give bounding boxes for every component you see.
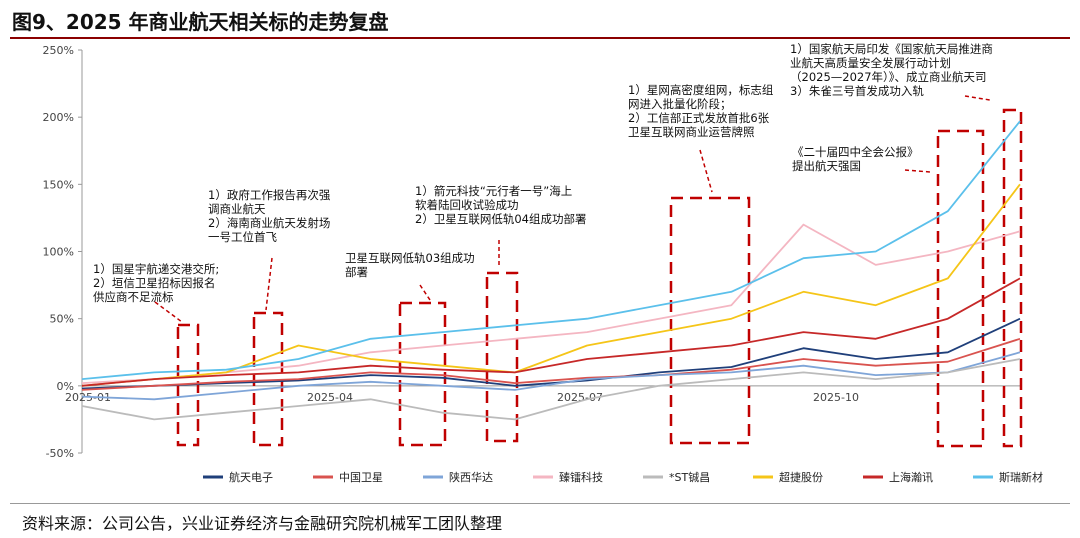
series-line xyxy=(81,120,1021,380)
y-tick-label: 250% xyxy=(43,44,74,57)
legend-label: 航天电子 xyxy=(229,470,273,484)
annotation-3: 卫星互联网低轨03组成功 部署 xyxy=(345,251,475,279)
legend-label: 陕西华达 xyxy=(449,470,493,484)
legend-label: 中国卫星 xyxy=(339,471,383,484)
y-tick-label: 100% xyxy=(43,246,74,259)
line-chart: -50%0%50%100%150%200%250%2025-01 2025-04 2… xyxy=(43,44,1043,484)
page-title: 图9、2025 年商业航天相关标的走势复盘 xyxy=(12,10,389,34)
event-window-box xyxy=(669,196,751,445)
annotation-arrow xyxy=(964,95,991,101)
series-line xyxy=(81,317,1021,390)
annotation-4: 1）箭元科技“元行者一号”海上 软着陆回收试验成功 2）卫星互联网低轨04组成功… xyxy=(415,184,587,226)
x-tick-label: 2025-10 xyxy=(813,391,859,404)
annotation-5: 1）星网高密度组网，标志组 网进入批量化阶段； 2）工信部正式发放首批6张 卫星… xyxy=(628,83,774,139)
annotation-arrow xyxy=(419,284,431,301)
x-tick-label: 2025-07 xyxy=(557,391,603,404)
series-line xyxy=(81,358,1021,421)
title-divider xyxy=(10,37,1070,39)
annotation-arrow xyxy=(699,149,713,193)
annotation-7: 1）国家航天局印发《国家航天局推进商 业航天高质量安全发展行动计划 （2025—… xyxy=(790,42,993,98)
y-tick-label: 200% xyxy=(43,111,74,124)
annotation-arrow xyxy=(154,301,183,323)
annotation-6: 《二十届四中全会公报》 提出航天强国 xyxy=(792,145,919,173)
annotation-arrow xyxy=(265,257,273,311)
series-line xyxy=(81,337,1021,391)
event-window-box xyxy=(252,311,284,447)
source-note: 资料来源：公司公告，兴业证券经济与金融研究院机械军工团队整理 xyxy=(22,514,503,533)
legend-label: 超捷股份 xyxy=(779,470,823,484)
source-divider xyxy=(10,503,1070,504)
legend-label: 斯瑞新材 xyxy=(999,470,1043,484)
y-tick-label: 50% xyxy=(50,313,74,326)
series-line xyxy=(81,223,1021,384)
event-window-box xyxy=(936,129,985,448)
x-tick-label: 2025-04 xyxy=(307,391,353,404)
y-tick-label: -50% xyxy=(46,447,74,460)
legend-label: 上海瀚讯 xyxy=(889,470,933,484)
series-line xyxy=(81,277,1021,387)
event-window-box xyxy=(485,271,519,443)
annotation-2: 1）政府工作报告再次强 调商业航天 2）海南商业航天发射场 一号工位首飞 xyxy=(208,188,331,244)
y-tick-label: 0% xyxy=(57,380,74,393)
annotation-1: 1）国星宇航递交港交所; 2）垣信卫星招标因报名 供应商不足流标 xyxy=(93,262,220,304)
event-window-box xyxy=(398,301,447,447)
series-line xyxy=(81,351,1021,401)
legend-label: *ST铖昌 xyxy=(669,470,710,484)
legend-label: 臻镭科技 xyxy=(559,470,603,484)
y-tick-label: 150% xyxy=(43,178,74,191)
event-window-box xyxy=(1002,108,1023,448)
